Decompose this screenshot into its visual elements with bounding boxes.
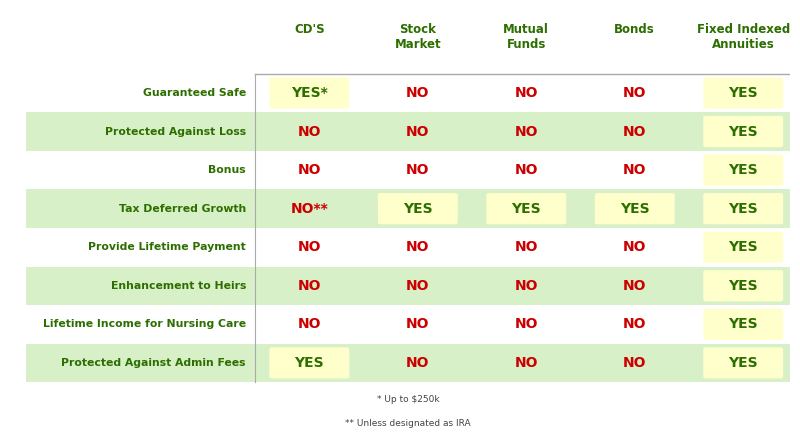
Text: Stock
Market: Stock Market <box>394 23 441 51</box>
Text: NO: NO <box>298 240 321 254</box>
Bar <box>26 112 790 151</box>
Text: NO: NO <box>623 124 646 138</box>
Text: YES: YES <box>294 356 324 370</box>
Text: YES: YES <box>728 163 758 177</box>
Bar <box>26 344 790 382</box>
FancyBboxPatch shape <box>703 309 783 340</box>
Text: NO: NO <box>514 124 538 138</box>
FancyBboxPatch shape <box>703 193 783 224</box>
Text: NO: NO <box>298 318 321 331</box>
FancyBboxPatch shape <box>703 232 783 263</box>
FancyBboxPatch shape <box>703 77 783 108</box>
Text: NO: NO <box>514 318 538 331</box>
Text: NO: NO <box>514 86 538 100</box>
Text: Protected Against Admin Fees: Protected Against Admin Fees <box>62 358 246 368</box>
Text: NO: NO <box>298 279 321 293</box>
Bar <box>26 305 790 344</box>
Text: Enhancement to Heirs: Enhancement to Heirs <box>110 281 246 291</box>
FancyBboxPatch shape <box>486 193 566 224</box>
Text: YES: YES <box>511 202 541 216</box>
Text: CD'S: CD'S <box>294 23 325 36</box>
Text: YES: YES <box>728 240 758 254</box>
Text: NO: NO <box>514 356 538 370</box>
Text: NO: NO <box>406 240 430 254</box>
Text: NO: NO <box>623 279 646 293</box>
Text: YES: YES <box>728 124 758 138</box>
Text: NO: NO <box>623 356 646 370</box>
Text: NO: NO <box>514 240 538 254</box>
Text: Guaranteed Safe: Guaranteed Safe <box>142 88 246 98</box>
FancyBboxPatch shape <box>703 116 783 147</box>
Text: YES: YES <box>728 279 758 293</box>
Text: Bonds: Bonds <box>614 23 655 36</box>
Text: Provide Lifetime Payment: Provide Lifetime Payment <box>88 242 246 252</box>
Text: Tax Deferred Growth: Tax Deferred Growth <box>118 204 246 214</box>
Text: NO: NO <box>623 163 646 177</box>
Text: NO: NO <box>514 279 538 293</box>
Text: Bonus: Bonus <box>208 165 246 175</box>
FancyBboxPatch shape <box>270 347 350 378</box>
Text: Protected Against Loss: Protected Against Loss <box>105 127 246 137</box>
Text: NO: NO <box>406 279 430 293</box>
FancyBboxPatch shape <box>703 154 783 186</box>
Text: NO: NO <box>406 86 430 100</box>
Text: NO: NO <box>406 318 430 331</box>
Text: YES: YES <box>728 202 758 216</box>
Text: Mutual
Funds: Mutual Funds <box>503 23 550 51</box>
Text: NO: NO <box>406 163 430 177</box>
Text: Lifetime Income for Nursing Care: Lifetime Income for Nursing Care <box>43 319 246 329</box>
Text: YES: YES <box>728 356 758 370</box>
Text: NO: NO <box>514 163 538 177</box>
Bar <box>26 266 790 305</box>
Text: Fixed Indexed
Annuities: Fixed Indexed Annuities <box>697 23 790 51</box>
FancyBboxPatch shape <box>270 77 350 108</box>
Bar <box>26 228 790 266</box>
Text: YES: YES <box>728 318 758 331</box>
Text: YES: YES <box>728 86 758 100</box>
Text: YES: YES <box>403 202 433 216</box>
Text: NO: NO <box>623 318 646 331</box>
FancyBboxPatch shape <box>703 347 783 378</box>
FancyBboxPatch shape <box>595 193 674 224</box>
Text: NO**: NO** <box>290 202 328 216</box>
Bar <box>26 189 790 228</box>
FancyBboxPatch shape <box>378 193 458 224</box>
Text: NO: NO <box>623 86 646 100</box>
Text: NO: NO <box>406 356 430 370</box>
Text: * Up to $250k: * Up to $250k <box>377 395 439 404</box>
Text: NO: NO <box>623 240 646 254</box>
Bar <box>26 74 790 112</box>
Text: YES: YES <box>620 202 650 216</box>
Text: NO: NO <box>298 124 321 138</box>
Bar <box>26 151 790 189</box>
Text: ** Unless designated as IRA: ** Unless designated as IRA <box>345 419 470 429</box>
Text: YES*: YES* <box>291 86 328 100</box>
Text: NO: NO <box>406 124 430 138</box>
FancyBboxPatch shape <box>703 270 783 302</box>
Text: NO: NO <box>298 163 321 177</box>
